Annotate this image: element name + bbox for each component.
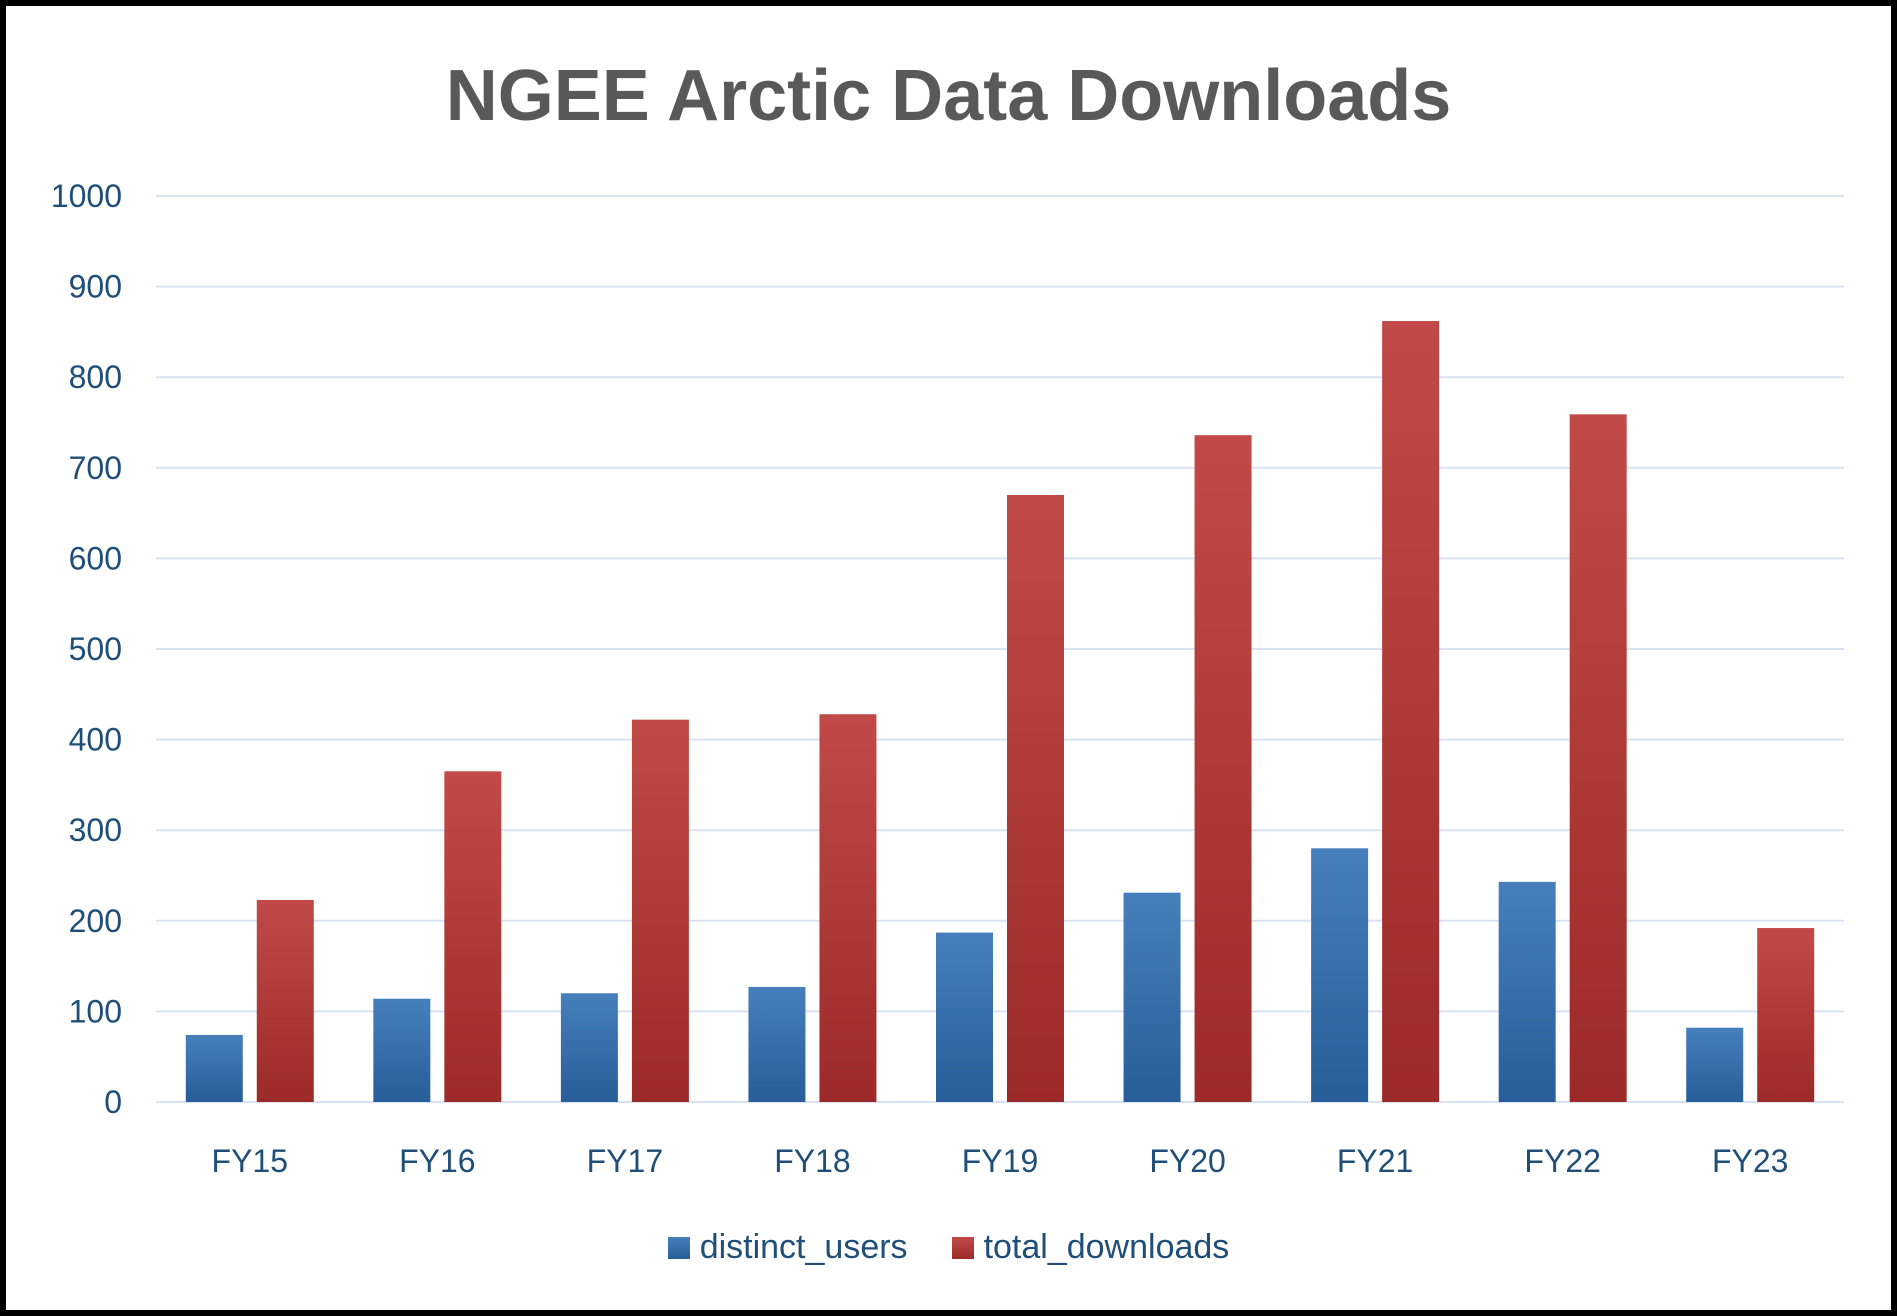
legend-item-total-downloads: total_downloads (951, 1228, 1230, 1267)
chart-legend: distinct_users total_downloads (6, 1228, 1891, 1267)
bar-total-downloads-fy21 (1382, 321, 1440, 1102)
x-tick-label-fy16: FY16 (399, 1143, 475, 1179)
bars (185, 321, 1815, 1103)
x-tick-label-fy15: FY15 (212, 1143, 288, 1179)
bar-total-downloads-fy18 (819, 714, 877, 1102)
y-axis-tick-labels: 0 100 200 300 400 500 600 700 800 900 1000 (51, 178, 122, 1120)
y-tick-label: 0 (104, 1084, 122, 1120)
legend-label-total-downloads: total_downloads (983, 1228, 1230, 1266)
y-tick-label: 400 (69, 722, 122, 758)
y-tick-label: 200 (69, 903, 122, 939)
chart-title: NGEE Arctic Data Downloads (445, 56, 1452, 136)
bar-total-downloads-fy17 (631, 719, 689, 1102)
bar-total-downloads-fy22 (1569, 414, 1627, 1102)
bar-distinct-users-fy20 (1123, 892, 1181, 1102)
bar-total-downloads-fy19 (1007, 494, 1064, 1103)
bar-total-downloads-fy16 (444, 771, 502, 1102)
y-tick-label: 1000 (51, 178, 122, 214)
x-tick-label-fy23: FY23 (1712, 1143, 1788, 1179)
bar-distinct-users-fy23 (1686, 1027, 1744, 1102)
x-tick-label-fy17: FY17 (587, 1143, 663, 1179)
y-tick-label: 800 (69, 359, 122, 395)
y-tick-label: 900 (69, 269, 122, 305)
bar-total-downloads-fy23 (1757, 928, 1815, 1102)
legend-label-distinct-users: distinct_users (699, 1228, 908, 1266)
x-tick-label-fy18: FY18 (774, 1143, 850, 1179)
bar-distinct-users-fy18 (748, 986, 806, 1102)
bar-distinct-users-fy22 (1498, 881, 1556, 1102)
bar-distinct-users-fy21 (1311, 848, 1369, 1102)
bar-total-downloads-fy15 (256, 899, 314, 1102)
bar-distinct-users-fy15 (185, 1034, 243, 1102)
x-tick-label-fy21: FY21 (1337, 1143, 1413, 1179)
y-tick-label: 600 (69, 540, 122, 576)
y-tick-label: 300 (69, 812, 122, 848)
legend-swatch-distinct-users (667, 1236, 690, 1259)
y-tick-label: 700 (69, 450, 122, 486)
gridlines (156, 195, 1844, 1103)
legend-item-distinct-users: distinct_users (667, 1228, 908, 1267)
x-tick-label-fy22: FY22 (1524, 1143, 1600, 1179)
y-tick-label: 100 (69, 993, 122, 1029)
legend-swatch-total-downloads (951, 1236, 974, 1259)
bar-distinct-users-fy16 (373, 998, 431, 1102)
x-tick-label-fy19: FY19 (962, 1143, 1038, 1179)
x-axis-tick-labels: FY15 FY16 FY17 FY18 FY19 FY20 FY21 FY22 FY23 (212, 1143, 1789, 1179)
x-tick-label-fy20: FY20 (1149, 1143, 1225, 1179)
bar-total-downloads-fy20 (1194, 435, 1252, 1103)
y-tick-label: 500 (69, 631, 122, 667)
bar-distinct-users-fy17 (560, 993, 618, 1102)
bar-distinct-users-fy19 (936, 932, 993, 1102)
